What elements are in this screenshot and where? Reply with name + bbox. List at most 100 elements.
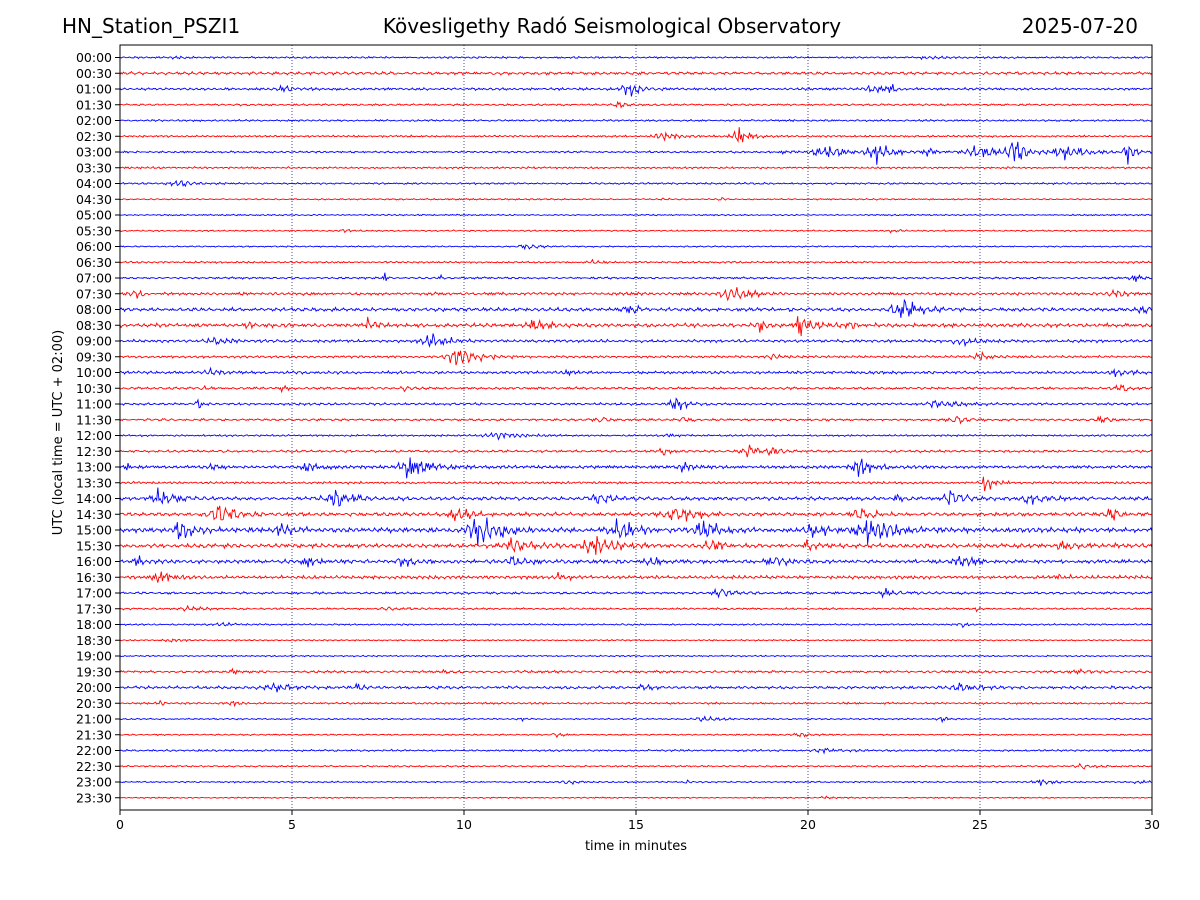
trace-21:30 xyxy=(119,732,1153,738)
trace-03:30 xyxy=(119,166,1153,170)
y-tick-label-11:00: 11:00 xyxy=(76,397,112,412)
trace-01:00 xyxy=(119,83,1153,97)
x-tick-label-0: 0 xyxy=(116,817,124,832)
station-name: HN_Station_PSZI1 xyxy=(62,14,241,38)
trace-12:30 xyxy=(119,444,1153,458)
trace-group xyxy=(119,55,1153,800)
trace-13:00 xyxy=(119,457,1153,479)
trace-15:30 xyxy=(119,535,1153,555)
trace-00:30 xyxy=(119,70,1153,76)
y-tick-label-17:00: 17:00 xyxy=(76,586,112,601)
y-tick-label-05:00: 05:00 xyxy=(76,208,112,223)
y-tick-label-18:30: 18:30 xyxy=(76,633,112,648)
y-tick-label-01:00: 01:00 xyxy=(76,82,112,97)
y-tick-label-08:00: 08:00 xyxy=(76,302,112,317)
trace-05:30 xyxy=(119,228,1153,234)
y-tick-label-00:30: 00:30 xyxy=(76,66,112,81)
trace-04:00 xyxy=(119,179,1153,188)
y-tick-label-19:00: 19:00 xyxy=(76,649,112,664)
trace-14:30 xyxy=(119,505,1153,522)
y-tick-label-03:30: 03:30 xyxy=(76,160,112,175)
y-tick-label-10:30: 10:30 xyxy=(76,381,112,396)
trace-12:00 xyxy=(119,431,1153,441)
y-tick-label-22:00: 22:00 xyxy=(76,743,112,758)
trace-18:00 xyxy=(119,621,1153,629)
trace-19:30 xyxy=(119,667,1153,676)
trace-13:30 xyxy=(119,476,1153,492)
y-tick-label-20:00: 20:00 xyxy=(76,680,112,695)
trace-09:00 xyxy=(119,333,1153,348)
y-tick-label-06:00: 06:00 xyxy=(76,239,112,254)
y-tick-label-23:30: 23:30 xyxy=(76,790,112,805)
y-tick-label-04:30: 04:30 xyxy=(76,192,112,207)
y-tick-label-23:00: 23:00 xyxy=(76,775,112,790)
y-tick-label-06:30: 06:30 xyxy=(76,255,112,270)
trace-20:00 xyxy=(119,682,1153,693)
y-axis-label: UTC (local time = UTC + 02:00) xyxy=(51,330,66,535)
y-tick-label-07:00: 07:00 xyxy=(76,271,112,286)
trace-11:30 xyxy=(119,415,1153,425)
trace-19:00 xyxy=(119,654,1153,658)
y-tick-label-17:30: 17:30 xyxy=(76,601,112,616)
y-tick-label-12:00: 12:00 xyxy=(76,428,112,443)
x-tick-label-25: 25 xyxy=(972,817,988,832)
x-tick-label-15: 15 xyxy=(628,817,644,832)
trace-09:30 xyxy=(119,350,1153,366)
trace-20:30 xyxy=(119,699,1153,708)
trace-08:30 xyxy=(119,316,1153,337)
trace-22:00 xyxy=(119,747,1153,755)
trace-18:30 xyxy=(119,638,1153,643)
trace-21:00 xyxy=(119,715,1153,724)
y-tick-label-03:00: 03:00 xyxy=(76,145,112,160)
y-tick-label-13:30: 13:30 xyxy=(76,475,112,490)
trace-16:30 xyxy=(119,571,1153,583)
trace-10:00 xyxy=(119,366,1153,378)
trace-22:30 xyxy=(119,762,1153,770)
trace-04:30 xyxy=(119,196,1153,201)
trace-02:30 xyxy=(119,127,1153,144)
trace-17:30 xyxy=(119,604,1153,613)
y-tick-label-09:00: 09:00 xyxy=(76,334,112,349)
y-tick-label-14:00: 14:00 xyxy=(76,491,112,506)
y-tick-label-10:00: 10:00 xyxy=(76,365,112,380)
y-tick-labels: 00:0000:3001:0001:3002:0002:3003:0003:30… xyxy=(76,50,120,805)
y-tick-label-15:30: 15:30 xyxy=(76,538,112,553)
y-tick-label-04:00: 04:00 xyxy=(76,176,112,191)
trace-08:00 xyxy=(119,298,1153,318)
y-tick-label-22:30: 22:30 xyxy=(76,759,112,774)
y-tick-label-12:30: 12:30 xyxy=(76,444,112,459)
trace-16:00 xyxy=(119,555,1153,568)
y-tick-label-13:00: 13:00 xyxy=(76,460,112,475)
trace-07:00 xyxy=(119,272,1153,283)
trace-06:30 xyxy=(119,258,1153,265)
y-tick-label-11:30: 11:30 xyxy=(76,412,112,427)
y-tick-label-07:30: 07:30 xyxy=(76,286,112,301)
y-tick-label-01:30: 01:30 xyxy=(76,97,112,112)
trace-14:00 xyxy=(119,487,1153,507)
trace-17:00 xyxy=(119,587,1153,599)
trace-00:00 xyxy=(119,55,1153,61)
y-tick-label-00:00: 00:00 xyxy=(76,50,112,65)
y-tick-label-16:30: 16:30 xyxy=(76,570,112,585)
y-tick-label-18:00: 18:00 xyxy=(76,617,112,632)
trace-10:30 xyxy=(119,383,1153,394)
y-tick-label-05:30: 05:30 xyxy=(76,223,112,238)
trace-15:00 xyxy=(119,517,1153,546)
trace-02:00 xyxy=(119,118,1153,123)
trace-23:00 xyxy=(119,779,1153,786)
trace-03:00 xyxy=(119,141,1153,165)
trace-11:00 xyxy=(119,397,1153,411)
x-tick-label-20: 20 xyxy=(800,817,816,832)
y-tick-label-19:30: 19:30 xyxy=(76,664,112,679)
y-tick-label-02:00: 02:00 xyxy=(76,113,112,128)
x-tick-label-10: 10 xyxy=(456,817,472,832)
trace-23:30 xyxy=(119,795,1153,800)
x-axis-label: time in minutes xyxy=(585,839,687,854)
chart-date: 2025-07-20 xyxy=(1021,14,1138,38)
trace-07:30 xyxy=(119,287,1153,302)
y-tick-label-09:30: 09:30 xyxy=(76,349,112,364)
y-tick-label-15:00: 15:00 xyxy=(76,523,112,538)
x-tick-label-30: 30 xyxy=(1144,817,1160,832)
y-tick-label-20:30: 20:30 xyxy=(76,696,112,711)
x-tick-labels: 0 5 10 15 20 25 30 xyxy=(116,810,1160,832)
